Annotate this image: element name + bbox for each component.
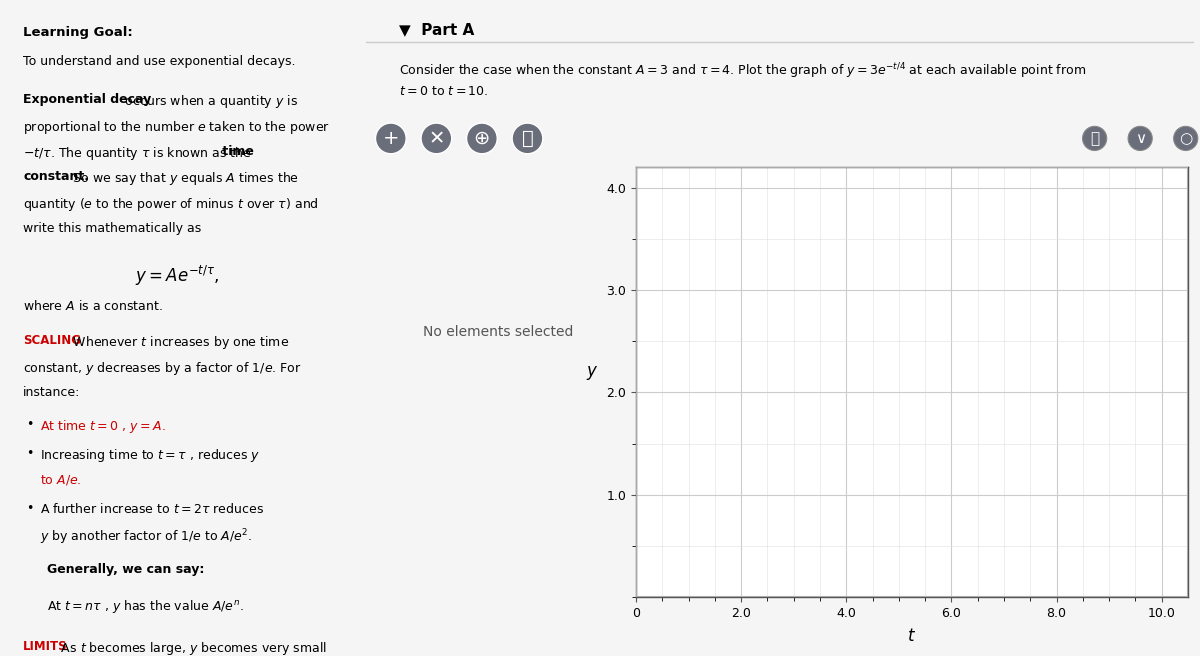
Text: +: +	[383, 129, 400, 148]
Text: So we say that $y$ equals $A$ times the: So we say that $y$ equals $A$ times the	[70, 171, 299, 188]
Text: time: time	[218, 145, 254, 158]
Text: ✕: ✕	[428, 129, 444, 148]
Text: ▼  Part A: ▼ Part A	[400, 23, 474, 37]
Text: ∨: ∨	[1135, 131, 1146, 146]
X-axis label: $t$: $t$	[907, 626, 917, 645]
Text: •: •	[26, 502, 34, 514]
Text: $y = Ae^{-t/\tau},$: $y = Ae^{-t/\tau},$	[134, 264, 220, 288]
Text: instance:: instance:	[23, 386, 80, 399]
Text: to $A/e$.: to $A/e$.	[41, 473, 82, 487]
Text: $y$ by another factor of $1/e$ to $A/e^2$.: $y$ by another factor of $1/e$ to $A/e^2…	[41, 527, 252, 547]
Text: Consider the case when the constant $A = 3$ and $\tau = 4$. Plot the graph of $y: Consider the case when the constant $A =…	[400, 61, 1086, 81]
Text: Generally, we can say:: Generally, we can say:	[47, 563, 204, 576]
Text: As $t$ becomes large, $y$ becomes very small: As $t$ becomes large, $y$ becomes very s…	[58, 640, 328, 656]
Text: Increasing time to $t = \tau$ , reduces $y$: Increasing time to $t = \tau$ , reduces …	[41, 447, 260, 464]
Text: 💡: 💡	[1090, 131, 1099, 146]
Text: occurs when a quantity $y$ is: occurs when a quantity $y$ is	[120, 93, 298, 110]
Text: A further increase to $t = 2\tau$ reduces: A further increase to $t = 2\tau$ reduce…	[41, 502, 264, 516]
Text: Whenever $t$ increases by one time: Whenever $t$ increases by one time	[70, 335, 289, 352]
Text: 🗑: 🗑	[522, 129, 533, 148]
Text: $-t/\tau$. The quantity $\tau$ is known as the: $-t/\tau$. The quantity $\tau$ is known …	[23, 145, 252, 162]
Text: No elements selected: No elements selected	[422, 325, 574, 338]
Text: quantity ($e$ to the power of minus $t$ over $\tau$) and: quantity ($e$ to the power of minus $t$ …	[23, 196, 319, 213]
Text: •: •	[26, 418, 34, 431]
Text: proportional to the number $e$ taken to the power: proportional to the number $e$ taken to …	[23, 119, 330, 136]
Text: At time $t = 0$ , $y = A$.: At time $t = 0$ , $y = A$.	[41, 418, 166, 435]
Text: $t = 0$ to $t = 10$.: $t = 0$ to $t = 10$.	[400, 85, 488, 98]
Text: LIMITS: LIMITS	[23, 640, 67, 653]
Text: ⊕: ⊕	[474, 129, 490, 148]
Text: constant.: constant.	[23, 171, 89, 184]
Text: To understand and use exponential decays.: To understand and use exponential decays…	[23, 55, 295, 68]
Text: •: •	[26, 447, 34, 460]
Text: write this mathematically as: write this mathematically as	[23, 222, 202, 235]
Text: SCALING: SCALING	[23, 335, 82, 348]
Text: At $t = n\tau$ , $y$ has the value $A/e^n$.: At $t = n\tau$ , $y$ has the value $A/e^…	[47, 598, 244, 615]
Text: where $A$ is a constant.: where $A$ is a constant.	[23, 299, 163, 313]
Y-axis label: $y$: $y$	[586, 364, 598, 382]
Text: constant, $y$ decreases by a factor of $1/e$. For: constant, $y$ decreases by a factor of $…	[23, 360, 302, 377]
Text: ○: ○	[1180, 131, 1193, 146]
Text: Learning Goal:: Learning Goal:	[23, 26, 133, 39]
Text: Exponential decay: Exponential decay	[23, 93, 151, 106]
